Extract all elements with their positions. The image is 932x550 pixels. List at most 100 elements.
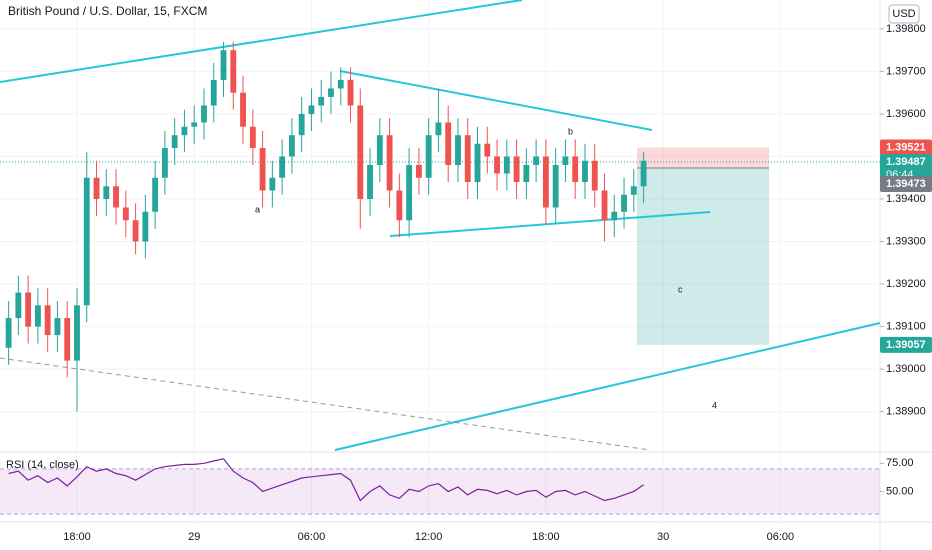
candle-body xyxy=(415,164,422,178)
y-tick-label: 1.39000 xyxy=(886,363,926,375)
y-tick-label: 1.39300 xyxy=(886,235,926,247)
candle-body xyxy=(494,156,500,174)
stop-tag-label: 1.39521 xyxy=(886,141,926,153)
candle-body xyxy=(484,143,491,157)
x-tick-label: 06:00 xyxy=(298,531,326,543)
currency-button[interactable] xyxy=(888,4,920,24)
candle-body xyxy=(455,135,461,165)
candle-body xyxy=(269,177,276,191)
x-tick-label: 29 xyxy=(188,531,200,543)
candle-body xyxy=(533,156,540,165)
dashed-trend-line xyxy=(0,357,651,451)
entry-tag xyxy=(880,176,932,193)
trend-line xyxy=(334,322,881,451)
candle-body xyxy=(230,50,237,93)
y-tick-label: 1.39800 xyxy=(886,23,926,35)
candle-body xyxy=(445,122,452,165)
candle-body xyxy=(621,194,627,212)
x-tick-label: 12:00 xyxy=(415,531,443,543)
candle-body xyxy=(34,305,41,327)
candle-body xyxy=(249,126,256,148)
candle-body xyxy=(279,156,286,178)
candle-body xyxy=(44,305,51,336)
candle-body xyxy=(25,292,32,327)
candle-body xyxy=(503,156,510,174)
candle-body xyxy=(513,156,520,182)
candle-body xyxy=(113,186,119,208)
candle-body xyxy=(93,177,100,199)
y2-tick-label: 75.00 xyxy=(886,457,914,469)
y-tick-label: 1.39200 xyxy=(886,278,926,290)
candle-body xyxy=(259,147,266,191)
candle-body xyxy=(122,207,129,221)
candle-body xyxy=(308,105,315,114)
candle-body xyxy=(181,126,188,136)
candle-body xyxy=(347,79,354,106)
trend-line xyxy=(389,211,711,237)
x-tick-label: 06:00 xyxy=(767,531,795,543)
y-tick-label: 1.39400 xyxy=(886,193,926,205)
current-price-label: 1.39487 xyxy=(886,156,926,168)
candle-body xyxy=(103,186,110,199)
candle-body xyxy=(74,305,80,361)
candle-body xyxy=(161,147,168,178)
candle-body xyxy=(611,211,618,221)
stop-zone xyxy=(637,147,769,168)
rsi-line xyxy=(8,458,644,502)
candle-body xyxy=(425,135,432,178)
candle-body xyxy=(191,122,198,127)
candle-body xyxy=(376,135,383,165)
candle-body xyxy=(220,50,227,80)
y-tick-label: 1.39100 xyxy=(886,320,926,332)
x-tick-label: 18:00 xyxy=(532,531,560,543)
candle-body xyxy=(601,190,608,221)
annotation: c xyxy=(678,284,683,294)
y-tick-label: 1.39700 xyxy=(886,65,926,77)
candle-body xyxy=(640,160,647,187)
candle-body xyxy=(142,211,149,242)
annotation: 4 xyxy=(712,400,717,410)
candle-body xyxy=(630,186,637,195)
stop-tag xyxy=(880,139,932,156)
candle-body xyxy=(288,135,295,157)
candle-body xyxy=(298,113,305,136)
candle-body xyxy=(572,156,579,182)
candle-body xyxy=(64,318,71,361)
annotation: b xyxy=(568,126,573,136)
candle-body xyxy=(542,156,549,208)
candle-body xyxy=(562,156,569,165)
candle-body xyxy=(357,105,364,199)
candle-body xyxy=(464,135,471,182)
trend-line xyxy=(339,70,653,131)
entry-tag-label: 1.39473 xyxy=(886,178,926,190)
y-tick-label: 1.38900 xyxy=(886,406,926,418)
currency-label[interactable]: USD xyxy=(892,8,915,20)
candle-body xyxy=(5,318,12,348)
x-tick-label: 30 xyxy=(657,531,669,543)
annotation: a xyxy=(255,204,260,214)
target-tag-label: 1.39057 xyxy=(886,339,926,351)
candle-body xyxy=(328,88,334,97)
candle-body xyxy=(152,177,159,212)
grid xyxy=(0,0,880,522)
candle-body xyxy=(582,160,588,182)
candle-body xyxy=(318,96,325,106)
candle-body xyxy=(210,79,217,106)
y2-tick-label: 50.00 xyxy=(886,485,914,497)
candle-body xyxy=(591,160,598,191)
chart-title: British Pound / U.S. Dollar, 15, FXCM xyxy=(8,4,207,18)
candle-body xyxy=(337,79,344,89)
candle-body xyxy=(406,164,413,221)
candle-body xyxy=(240,92,246,127)
candle-body xyxy=(396,190,403,221)
candle-body xyxy=(367,164,373,199)
candle-body xyxy=(15,292,22,319)
current-price-tag xyxy=(880,154,932,183)
candle-body xyxy=(54,318,61,336)
candle-body xyxy=(474,143,481,182)
y-tick-label: 1.39600 xyxy=(886,108,926,120)
candle-body xyxy=(83,177,90,306)
